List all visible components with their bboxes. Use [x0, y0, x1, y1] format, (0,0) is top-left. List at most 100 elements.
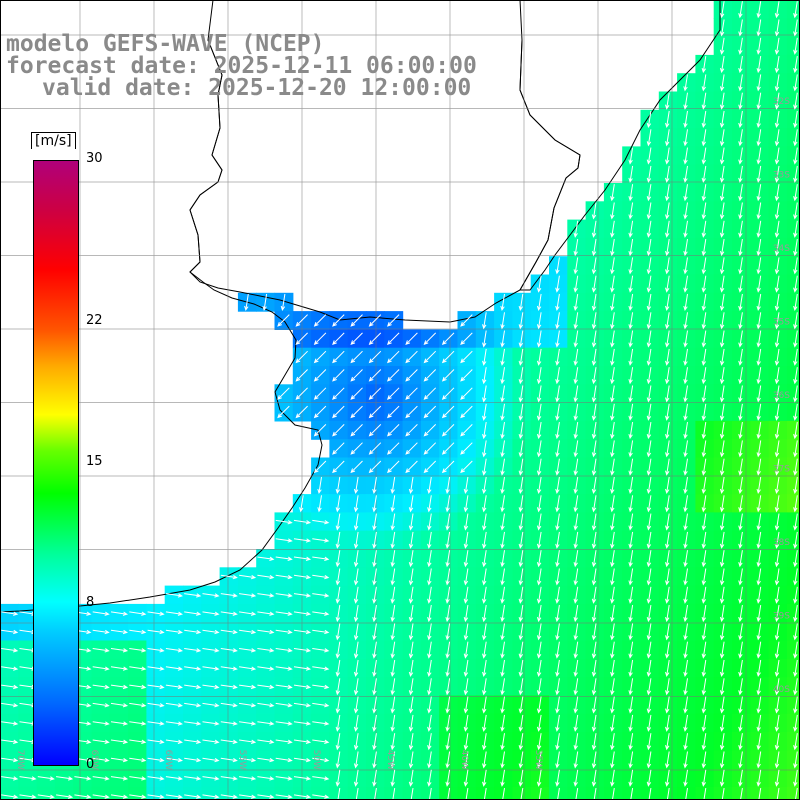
wind-arrow	[628, 769, 634, 787]
wind-arrow	[423, 350, 437, 364]
wind-arrow	[92, 629, 110, 635]
wind-arrow	[518, 769, 524, 787]
wind-arrow	[482, 659, 487, 678]
wind-arrow	[719, 531, 725, 549]
wind-arrow	[756, 129, 762, 147]
wind-arrow	[610, 476, 615, 495]
wind-arrow	[293, 702, 312, 708]
wind-arrow	[665, 348, 670, 366]
wind-cell	[786, 109, 800, 129]
wind-arrow	[427, 568, 432, 586]
wind-arrow	[275, 721, 293, 726]
wind-arrow	[665, 458, 670, 476]
wind-arrow	[719, 56, 725, 74]
wind-cell	[786, 713, 800, 733]
wind-arrow	[683, 257, 688, 275]
wind-arrow	[574, 788, 579, 800]
wind-arrow	[536, 330, 542, 348]
wind-arrow	[275, 556, 293, 561]
wind-arrow	[129, 757, 147, 763]
wind-arrow	[701, 531, 707, 549]
wind-arrow	[591, 550, 597, 568]
wind-arrow	[293, 593, 312, 598]
wind-arrow	[335, 476, 341, 495]
wind-arrow	[738, 659, 743, 678]
wind-arrow	[92, 721, 110, 726]
wind-arrow	[386, 350, 400, 364]
wind-arrow	[573, 769, 579, 787]
wind-arrow	[555, 348, 560, 366]
wind-arrow	[129, 666, 147, 671]
wind-arrow	[683, 641, 688, 659]
wind-arrow	[774, 513, 780, 531]
wind-arrow	[56, 776, 74, 781]
wind-arrow	[610, 714, 615, 732]
wind-arrow	[277, 314, 290, 327]
wind-arrow	[793, 733, 798, 751]
wind-arrow	[555, 293, 560, 312]
wind-cell	[786, 274, 800, 294]
wind-arrow	[701, 769, 707, 787]
wind-arrow	[372, 751, 377, 769]
wind-arrow	[445, 714, 451, 732]
wind-arrow	[756, 696, 762, 714]
wind-arrow	[610, 330, 615, 348]
wind-arrow	[756, 623, 762, 641]
wind-arrow	[665, 385, 670, 403]
wind-arrow	[500, 696, 505, 714]
wind-arrow	[220, 702, 238, 708]
wind-arrow	[756, 458, 762, 476]
wind-arrow	[573, 605, 579, 623]
wind-arrow	[386, 387, 400, 400]
wind-arrow	[774, 202, 780, 220]
wind-arrow	[536, 769, 542, 787]
wind-arrow	[738, 367, 743, 385]
wind-arrow	[463, 678, 469, 696]
lat-label: 32S	[773, 97, 790, 107]
wind-arrow	[555, 330, 560, 348]
wind-arrow	[220, 629, 238, 635]
wind-arrow	[793, 19, 798, 37]
wind-arrow	[756, 165, 762, 183]
wind-arrow	[683, 458, 688, 476]
wind-arrow	[774, 19, 780, 37]
wind-arrow	[445, 659, 451, 678]
wind-arrow	[500, 293, 505, 312]
wind-arrow	[350, 387, 363, 400]
wind-arrow	[646, 440, 652, 458]
wind-arrow	[774, 312, 780, 330]
wind-arrow	[536, 495, 542, 513]
wind-arrow	[738, 696, 743, 714]
wind-arrow	[793, 74, 798, 92]
wind-cell	[786, 549, 800, 568]
wind-arrow	[390, 605, 396, 623]
wind-arrow	[313, 332, 327, 346]
wind-arrow	[518, 513, 524, 531]
wind-arrow	[129, 721, 147, 726]
wind-arrow	[774, 184, 780, 202]
wind-arrow	[353, 568, 359, 586]
wind-arrow	[463, 714, 469, 732]
wind-arrow	[350, 442, 363, 455]
wind-arrow	[427, 531, 432, 549]
wind-arrow	[501, 788, 505, 800]
wind-arrow	[756, 733, 762, 751]
wind-arrow	[423, 442, 437, 455]
wind-arrow	[295, 405, 308, 419]
wind-arrow	[536, 458, 542, 476]
wind-arrow	[184, 648, 202, 653]
wind-arrow	[165, 629, 183, 635]
wind-arrow	[482, 733, 487, 751]
wind-arrow	[793, 239, 798, 257]
wind-arrow	[184, 611, 202, 616]
wind-arrow	[519, 788, 524, 800]
wind-arrow	[719, 458, 725, 476]
wind-arrow	[793, 348, 798, 366]
wind-arrow	[774, 714, 780, 732]
wind-arrow	[628, 275, 634, 293]
wind-arrow	[423, 332, 437, 346]
wind-arrow	[313, 424, 327, 437]
wind-arrow	[738, 513, 743, 531]
wind-arrow	[738, 769, 743, 787]
wind-arrow	[368, 369, 382, 382]
